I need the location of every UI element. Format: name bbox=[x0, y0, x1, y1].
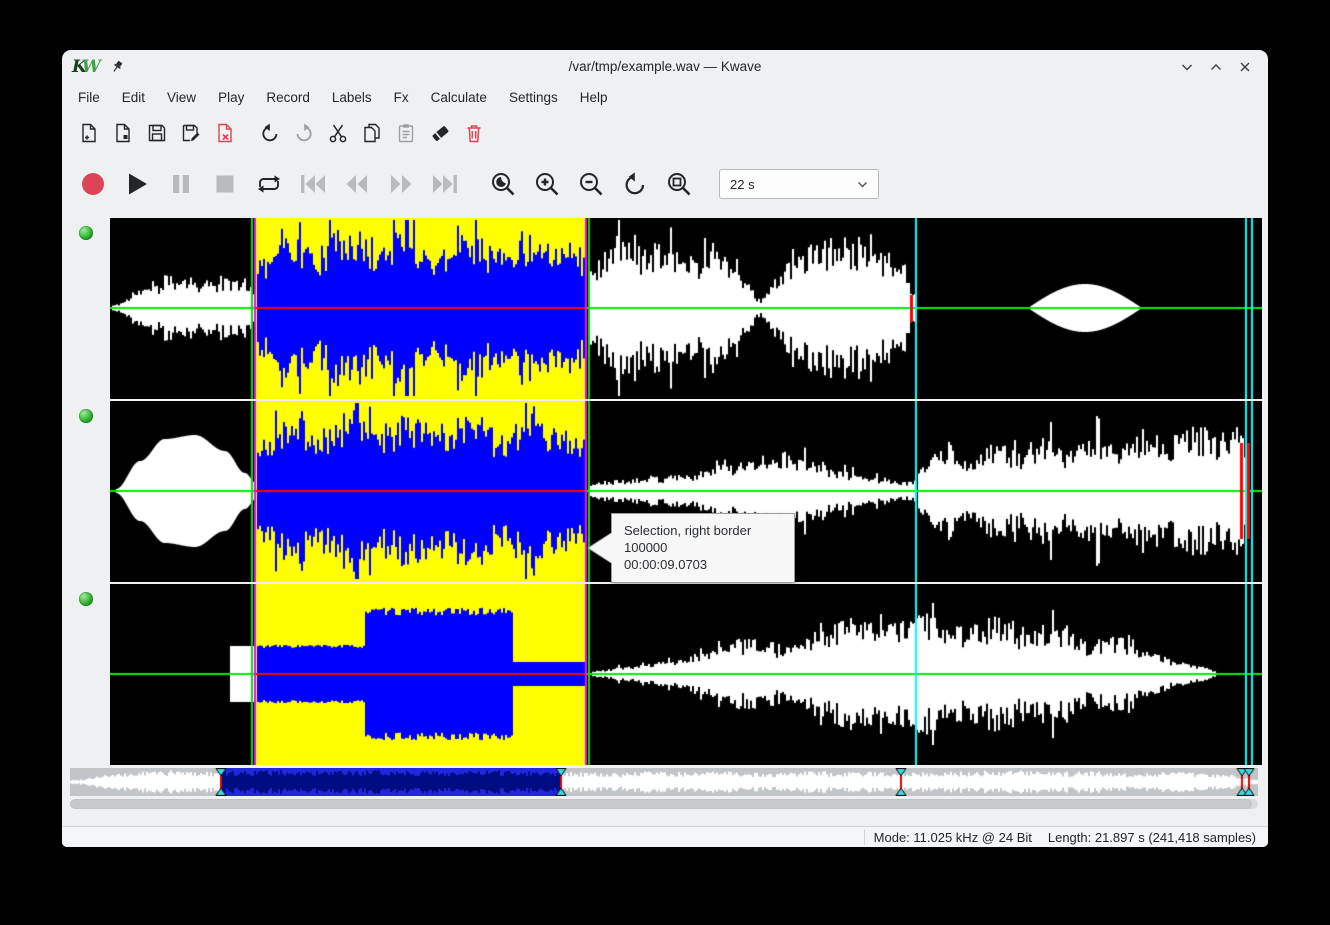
skip-backward-icon[interactable] bbox=[291, 162, 335, 206]
status-mode: Mode: 11.025 kHz @ 24 Bit bbox=[873, 829, 1032, 845]
zoom-selection-icon[interactable] bbox=[481, 162, 525, 206]
menu-settings[interactable]: Settings bbox=[508, 90, 558, 105]
overview-waveform[interactable] bbox=[70, 768, 1258, 796]
maximize-icon[interactable] bbox=[1205, 56, 1227, 78]
document-close-icon[interactable] bbox=[208, 116, 242, 150]
menubar: File Edit View Play Record Labels Fx Cal… bbox=[62, 84, 1268, 111]
menu-play[interactable]: Play bbox=[218, 90, 245, 105]
erase-icon[interactable] bbox=[423, 116, 457, 150]
playback-toolbar: 22 s bbox=[71, 158, 879, 210]
menu-record[interactable]: Record bbox=[266, 90, 310, 105]
tooltip-line-1: Selection, right border bbox=[624, 523, 752, 538]
zoom-in-icon[interactable] bbox=[525, 162, 569, 206]
document-save-icon[interactable] bbox=[140, 116, 174, 150]
horizontal-scrollbar[interactable] bbox=[70, 799, 1258, 809]
menu-labels[interactable]: Labels bbox=[331, 90, 372, 105]
redo-icon[interactable] bbox=[287, 116, 321, 150]
document-open-icon[interactable] bbox=[106, 116, 140, 150]
play-icon[interactable] bbox=[115, 162, 159, 206]
menu-edit[interactable]: Edit bbox=[121, 90, 146, 105]
loop-icon[interactable] bbox=[247, 162, 291, 206]
delete-icon[interactable] bbox=[457, 116, 491, 150]
record-icon[interactable] bbox=[71, 162, 115, 206]
skip-forward-icon[interactable] bbox=[423, 162, 467, 206]
kwave-logo-icon: KW bbox=[72, 56, 101, 77]
menu-calculate[interactable]: Calculate bbox=[430, 90, 487, 105]
pause-icon[interactable] bbox=[159, 162, 203, 206]
close-icon[interactable] bbox=[1234, 56, 1256, 78]
stop-icon[interactable] bbox=[203, 162, 247, 206]
file-toolbar bbox=[72, 112, 491, 154]
zoom-time-value: 22 s bbox=[730, 176, 755, 192]
track-1-enable-led[interactable] bbox=[79, 226, 93, 240]
zoom-out-icon[interactable] bbox=[569, 162, 613, 206]
document-save-as-icon[interactable] bbox=[174, 116, 208, 150]
minimize-icon[interactable] bbox=[1176, 56, 1198, 78]
cut-icon[interactable] bbox=[321, 116, 355, 150]
titlebar[interactable]: KW /var/tmp/example.wav — Kwave bbox=[62, 50, 1268, 84]
seek-backward-icon[interactable] bbox=[335, 162, 379, 206]
scrollbar-thumb[interactable] bbox=[70, 799, 1252, 809]
status-separator bbox=[863, 829, 865, 845]
menu-view[interactable]: View bbox=[167, 90, 197, 105]
zoom-all-icon[interactable] bbox=[613, 162, 657, 206]
tooltip-line-3: 00:00:09.0703 bbox=[624, 557, 708, 572]
paste-icon[interactable] bbox=[389, 116, 423, 150]
tooltip-line-2: 100000 bbox=[624, 540, 668, 555]
window-title: /var/tmp/example.wav — Kwave bbox=[568, 59, 762, 74]
undo-icon[interactable] bbox=[253, 116, 287, 150]
seek-forward-icon[interactable] bbox=[379, 162, 423, 206]
track-2-enable-led[interactable] bbox=[79, 409, 93, 423]
copy-icon[interactable] bbox=[355, 116, 389, 150]
chevron-down-icon bbox=[856, 178, 869, 191]
status-length: Length: 21.897 s (241,418 samples) bbox=[1047, 829, 1256, 845]
zoom-100-icon[interactable] bbox=[657, 162, 701, 206]
kwave-window: KW /var/tmp/example.wav — Kwave File Edi… bbox=[62, 50, 1268, 847]
menu-fx[interactable]: Fx bbox=[393, 90, 409, 105]
waveform-track-3[interactable] bbox=[110, 584, 1262, 765]
waveform-track-1[interactable] bbox=[110, 218, 1262, 399]
zoom-time-combobox[interactable]: 22 s bbox=[719, 169, 879, 199]
pin-icon[interactable] bbox=[110, 60, 124, 74]
document-new-icon[interactable] bbox=[72, 116, 106, 150]
statusbar: Mode: 11.025 kHz @ 24 Bit Length: 21.897… bbox=[62, 826, 1268, 847]
track-3-enable-led[interactable] bbox=[79, 592, 93, 606]
menu-help[interactable]: Help bbox=[579, 90, 608, 105]
signal-view: Selection, right border 100000 00:00:09.… bbox=[62, 218, 1268, 765]
selection-tooltip: Selection, right border 100000 00:00:09.… bbox=[587, 513, 795, 583]
menu-file[interactable]: File bbox=[78, 90, 100, 105]
